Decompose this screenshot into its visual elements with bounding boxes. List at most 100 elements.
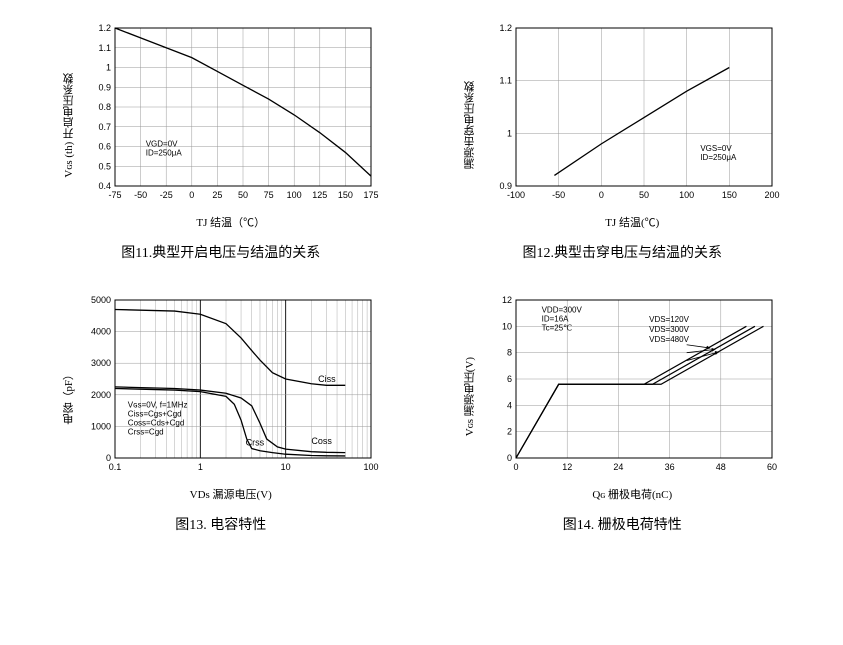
svg-text:175: 175 [363, 190, 378, 200]
svg-text:150: 150 [722, 190, 737, 200]
svg-text:VDD=300V: VDD=300V [542, 306, 583, 315]
svg-text:0.1: 0.1 [108, 462, 121, 472]
svg-text:3000: 3000 [91, 358, 111, 368]
svg-text:2000: 2000 [91, 390, 111, 400]
fig14-svg: 01224364860024681012VDD=300VID=16ATc=25℃… [482, 292, 782, 482]
panel-fig12: 漏源击穿电压系数 -100 -50 0 50 100 150 200 0.9 1 1.1 1.2 VG… [442, 20, 804, 262]
svg-text:150: 150 [338, 190, 353, 200]
svg-text:0.9: 0.9 [98, 82, 111, 92]
svg-text:Vɢs=0V, f=1MHz: Vɢs=0V, f=1MHz [128, 400, 188, 409]
svg-text:1.1: 1.1 [500, 76, 513, 86]
panel-fig13: 电容（pF） 0.1110100010002000300040005000Cis… [40, 292, 402, 534]
svg-text:0: 0 [189, 190, 194, 200]
svg-text:ID=16A: ID=16A [542, 315, 570, 324]
svg-text:-100: -100 [507, 190, 525, 200]
svg-text:100: 100 [679, 190, 694, 200]
svg-text:100: 100 [363, 462, 378, 472]
svg-text:VGD=0V: VGD=0V [145, 140, 177, 149]
fig11-ylabel: Vɢs (th) 开启电压系数 [61, 73, 77, 178]
svg-text:10: 10 [280, 462, 290, 472]
fig14-xlabel: Qɢ 栅极电荷(nC) [592, 486, 672, 502]
fig13-caption: 图13. 电容特性 [175, 514, 266, 534]
svg-text:0.9: 0.9 [500, 181, 513, 191]
svg-text:60: 60 [767, 462, 777, 472]
svg-text:50: 50 [639, 190, 649, 200]
svg-text:25: 25 [212, 190, 222, 200]
row-1: Vɢs (th) 开启电压系数 -75-50-25025507510012515… [40, 20, 803, 262]
svg-text:Ciss=Cgs+Cgd: Ciss=Cgs+Cgd [128, 409, 182, 418]
svg-text:1: 1 [507, 128, 512, 138]
svg-text:ID=250μA: ID=250μA [701, 153, 738, 162]
svg-text:Crss=Cgd: Crss=Cgd [128, 427, 164, 436]
svg-text:75: 75 [263, 190, 273, 200]
svg-text:1: 1 [106, 63, 111, 73]
svg-text:ID=250μA: ID=250μA [145, 149, 182, 158]
svg-text:36: 36 [665, 462, 675, 472]
svg-text:6: 6 [507, 374, 512, 384]
svg-text:-50: -50 [552, 190, 565, 200]
panel-fig11: Vɢs (th) 开启电压系数 -75 -50 -25 0 25 50 75 100 125 15… [40, 20, 402, 262]
svg-text:VDS=120V: VDS=120V [649, 315, 689, 324]
svg-text:0: 0 [507, 453, 512, 463]
fig11-col: -75 -50 -25 0 25 50 75 100 125 150 175 0.4 0.5 0.6 0.7… [81, 20, 381, 230]
fig14-plot-wrap: Vɢs 漏源电压(V) 01224364860024681012VDD=300V… [462, 292, 782, 502]
svg-text:125: 125 [312, 190, 327, 200]
fig11-plot-wrap: Vɢs (th) 开启电压系数 -75 -50 -25 0 25 50 75 100 125 15… [61, 20, 381, 230]
fig12-xlabel: TJ 结温(℃) [605, 214, 659, 230]
fig13-svg: 0.1110100010002000300040005000CissCossCr… [81, 292, 381, 482]
fig12-col: -100 -50 0 50 100 150 200 0.9 1 1.1 1.2 VGS=0VID=25… [482, 20, 782, 230]
svg-text:24: 24 [614, 462, 624, 472]
svg-text:0.8: 0.8 [98, 102, 111, 112]
svg-text:-50: -50 [134, 190, 147, 200]
svg-text:0.4: 0.4 [98, 181, 111, 191]
svg-text:0.6: 0.6 [98, 142, 111, 152]
svg-text:0: 0 [106, 453, 111, 463]
fig14-col: 01224364860024681012VDD=300VID=16ATc=25℃… [482, 292, 782, 502]
fig11-xlabel: TJ 结温（℃） [196, 214, 265, 230]
svg-text:VDS=480V: VDS=480V [649, 335, 689, 344]
svg-text:2: 2 [507, 427, 512, 437]
svg-text:1.1: 1.1 [98, 43, 111, 53]
fig13-ylabel: 电容（pF） [61, 369, 77, 425]
svg-text:5000: 5000 [91, 295, 111, 305]
svg-text:Tc=25℃: Tc=25℃ [542, 324, 573, 333]
svg-text:-75: -75 [108, 190, 121, 200]
fig13-xlabel: VDs 漏源电压(V) [190, 486, 272, 502]
fig11-svg: -75 -50 -25 0 25 50 75 100 125 150 175 0.4 0.5 0.6 0.7… [81, 20, 381, 210]
svg-text:Coss: Coss [311, 436, 332, 446]
svg-text:10: 10 [502, 321, 512, 331]
svg-text:1000: 1000 [91, 421, 111, 431]
svg-text:50: 50 [238, 190, 248, 200]
fig12-svg: -100 -50 0 50 100 150 200 0.9 1 1.1 1.2 VGS=0VID=25… [482, 20, 782, 210]
svg-text:48: 48 [716, 462, 726, 472]
row-2: 电容（pF） 0.1110100010002000300040005000Cis… [40, 292, 803, 534]
svg-text:0.5: 0.5 [98, 161, 111, 171]
svg-text:100: 100 [286, 190, 301, 200]
svg-text:12: 12 [562, 462, 572, 472]
svg-text:Ciss: Ciss [318, 374, 336, 384]
page: Vɢs (th) 开启电压系数 -75-50-25025507510012515… [0, 0, 843, 645]
fig13-col: 0.1110100010002000300040005000CissCossCr… [81, 292, 381, 502]
svg-text:0: 0 [514, 462, 519, 472]
fig12-ylabel: 漏源击穿电压系数 [462, 81, 478, 169]
svg-text:0.7: 0.7 [98, 122, 111, 132]
svg-text:Crss: Crss [245, 437, 264, 447]
fig13-plot-wrap: 电容（pF） 0.1110100010002000300040005000Cis… [61, 292, 381, 502]
svg-text:VDS=300V: VDS=300V [649, 325, 689, 334]
svg-text:1.2: 1.2 [500, 23, 513, 33]
svg-text:1.2: 1.2 [98, 23, 111, 33]
fig12-plot-wrap: 漏源击穿电压系数 -100 -50 0 50 100 150 200 0.9 1 1.1 1.2 VG… [462, 20, 782, 230]
svg-text:0: 0 [599, 190, 604, 200]
fig12-caption: 图12.典型击穿电压与结温的关系 [523, 242, 723, 262]
svg-text:200: 200 [765, 190, 780, 200]
svg-text:4: 4 [507, 400, 512, 410]
svg-text:8: 8 [507, 348, 512, 358]
svg-text:12: 12 [502, 295, 512, 305]
fig14-ylabel: Vɢs 漏源电压(V) [462, 357, 478, 436]
fig14-caption: 图14. 栅极电荷特性 [563, 514, 682, 534]
svg-text:-25: -25 [159, 190, 172, 200]
svg-text:1: 1 [198, 462, 203, 472]
svg-text:VGS=0V: VGS=0V [701, 144, 733, 153]
svg-text:Coss=Cds+Cgd: Coss=Cds+Cgd [128, 418, 184, 427]
fig11-caption: 图11.典型开启电压与结温的关系 [121, 242, 320, 262]
